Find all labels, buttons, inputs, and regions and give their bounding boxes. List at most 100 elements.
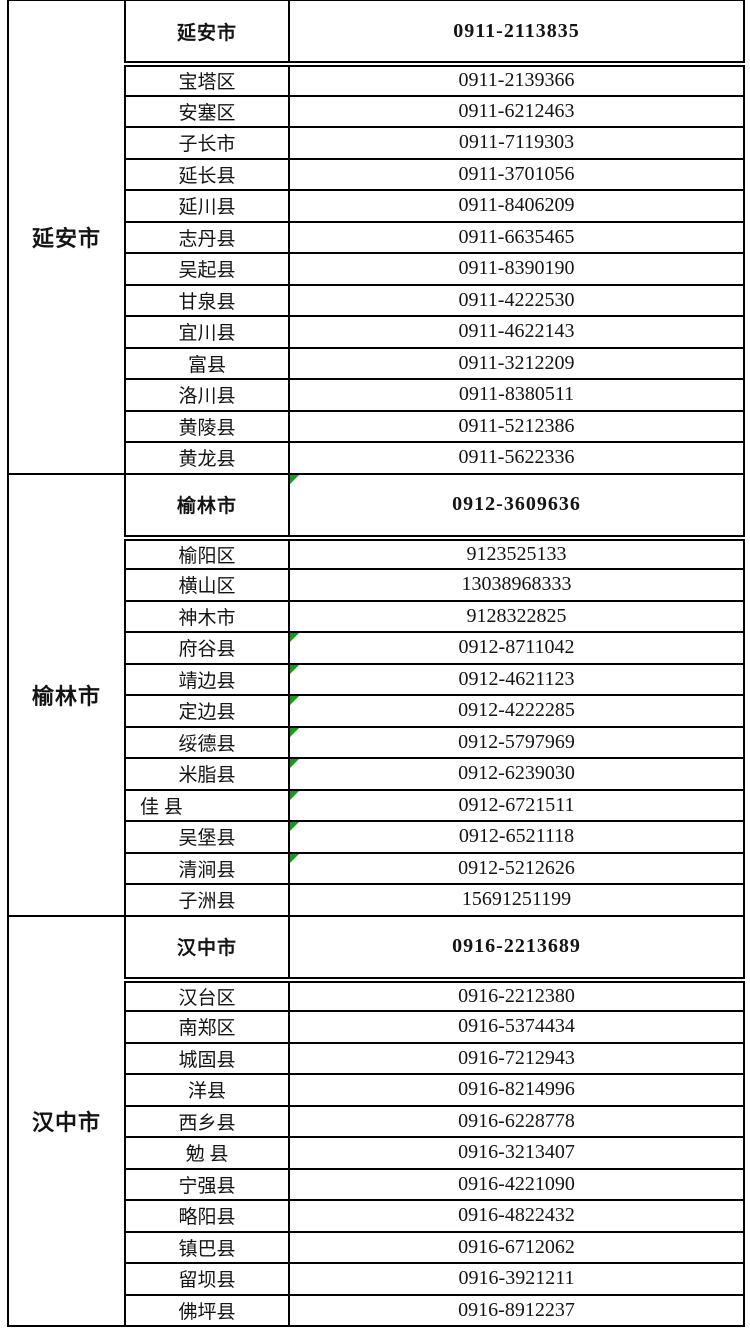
district-name-cell: 勉 县 (124, 1136, 290, 1170)
district-name-cell: 佛坪县 (124, 1293, 290, 1327)
phone-number: 15691251199 (461, 888, 572, 911)
phone-number: 0911-4622143 (458, 320, 575, 343)
phone-number: 0916-8214996 (458, 1078, 575, 1101)
phone-cell: 0916-3213407 (288, 1136, 745, 1170)
phone-cell: 0916-5374434 (288, 1010, 745, 1044)
phone-number: 0916-2212380 (458, 984, 575, 1007)
table-row: 横山区 13038968333 (8, 568, 745, 602)
phone-number: 0911-3212209 (458, 351, 575, 374)
phone-cell: 0911-4222530 (288, 283, 745, 317)
district-name-cell: 靖边县 (124, 662, 290, 696)
district-name-cell: 延川县 (124, 189, 290, 223)
phone-number: 0912-8711042 (458, 636, 575, 659)
cell-corner-marker-icon (291, 665, 299, 674)
district-name-cell: 汉台区 (124, 978, 290, 1012)
table-row: 子长市 0911-7119303 (8, 126, 745, 160)
table-row: 黄陵县 0911-5212386 (8, 409, 745, 443)
phone-cell: 0911-5212386 (288, 409, 745, 443)
district-name-cell: 洛川县 (124, 378, 290, 412)
district-name-cell: 绥德县 (124, 725, 290, 759)
phone-cell: 0912-4222285 (288, 694, 745, 728)
phone-number: 9128322825 (466, 604, 567, 627)
phone-table-body: 延安市 延安市 0911-2113835 宝塔区 0911-2139366 安塞区 0911… (7, 0, 745, 1327)
phone-number: 0916-4221090 (458, 1172, 575, 1195)
cell-corner-marker-icon (291, 475, 299, 484)
table-row: 甘泉县 0911-4222530 (8, 283, 745, 317)
phone-number: 0912-6239030 (458, 762, 575, 785)
phone-cell: 0916-6228778 (288, 1104, 745, 1138)
phone-number: 0912-4222285 (458, 699, 575, 722)
phone-number: 0911-5212386 (458, 414, 575, 437)
district-name-cell: 富县 (124, 346, 290, 380)
phone-cell: 0912-5797969 (288, 725, 745, 759)
cell-corner-marker-icon (291, 759, 299, 768)
phone-number: 0911-6635465 (458, 225, 575, 248)
city-name-cell: 榆林市 (124, 472, 290, 541)
district-name-cell: 略阳县 (124, 1199, 290, 1233)
city-phone-cell: 0911-2113835 (288, 0, 745, 67)
cell-corner-marker-icon (291, 728, 299, 737)
phone-cell: 0911-8406209 (288, 189, 745, 223)
phone-number: 0916-6712062 (458, 1235, 575, 1258)
table-row: 清涧县 0912-5212626 (8, 851, 745, 885)
table-row: 富县 0911-3212209 (8, 346, 745, 380)
phone-number: 0916-3213407 (458, 1141, 575, 1164)
phone-cell: 0916-7212943 (288, 1041, 745, 1075)
cell-corner-marker-icon (291, 696, 299, 705)
table-row: 宁强县 0916-4221090 (8, 1167, 745, 1201)
table-row: 延川县 0911-8406209 (8, 189, 745, 223)
cell-corner-marker-icon (291, 791, 299, 800)
phone-cell: 0912-6521118 (288, 820, 745, 854)
phone-cell: 0912-6721511 (288, 788, 745, 822)
phone-number: 0911-6212463 (458, 99, 575, 122)
city-phone-cell: 0912-3609636 (288, 472, 745, 541)
phone-cell: 0911-8390190 (288, 252, 745, 286)
phone-number: 0911-7119303 (458, 131, 575, 154)
district-name-cell: 吴堡县 (124, 820, 290, 854)
table-row: 佛坪县 0916-8912237 (8, 1293, 745, 1327)
table-row: 黄龙县 0911-5622336 (8, 441, 745, 475)
district-name-cell: 子洲县 (124, 883, 290, 917)
district-name-cell: 镇巴县 (124, 1230, 290, 1264)
table-row: 汉台区 0916-2212380 (8, 978, 745, 1012)
phone-number: 0916-7212943 (458, 1046, 575, 1069)
city-phone-cell: 0916-2213689 (288, 914, 745, 983)
phone-cell: 15691251199 (288, 883, 745, 917)
district-name-cell: 黄龙县 (124, 441, 290, 475)
district-name-cell: 留坝县 (124, 1262, 290, 1296)
city-name-cell: 延安市 (124, 0, 290, 67)
table-row: 神木市 9128322825 (8, 599, 745, 633)
phone-cell: 0912-6239030 (288, 757, 745, 791)
phone-number: 13038968333 (461, 573, 572, 596)
phone-cell: 0912-4621123 (288, 662, 745, 696)
phone-number: 0916-8912237 (458, 1298, 575, 1321)
district-name-cell: 子长市 (124, 126, 290, 160)
district-name-cell: 府谷县 (124, 631, 290, 665)
phone-cell: 0912-5212626 (288, 851, 745, 885)
district-name-cell: 南郑区 (124, 1010, 290, 1044)
district-name-cell: 米脂县 (124, 757, 290, 791)
phone-number: 0912-5797969 (458, 730, 575, 753)
district-name-cell: 宁强县 (124, 1167, 290, 1201)
district-name-cell: 佳 县 (124, 788, 290, 822)
phone-number: 0912-3609636 (452, 493, 581, 515)
phone-cell: 0916-4822432 (288, 1199, 745, 1233)
district-name-cell: 定边县 (124, 694, 290, 728)
district-name-cell: 甘泉县 (124, 283, 290, 317)
table-row: 略阳县 0916-4822432 (8, 1199, 745, 1233)
table-row: 吴起县 0911-8390190 (8, 252, 745, 286)
district-name-cell: 延长县 (124, 157, 290, 191)
phone-cell: 0911-6212463 (288, 94, 745, 128)
phone-number: 0911-3701056 (458, 162, 575, 185)
phone-number: 0911-5622336 (458, 446, 575, 469)
table-row: 安塞区 0911-6212463 (8, 94, 745, 128)
district-name-cell: 安塞区 (124, 94, 290, 128)
phone-number: 0911-8380511 (458, 383, 575, 406)
district-name-cell: 宝塔区 (124, 63, 290, 97)
district-name-cell: 清涧县 (124, 851, 290, 885)
phone-cell: 13038968333 (288, 568, 745, 602)
city-header-row: 延安市 延安市 0911-2113835 (7, 0, 745, 475)
phone-cell: 0916-8912237 (288, 1293, 745, 1327)
district-name-cell: 吴起县 (124, 252, 290, 286)
